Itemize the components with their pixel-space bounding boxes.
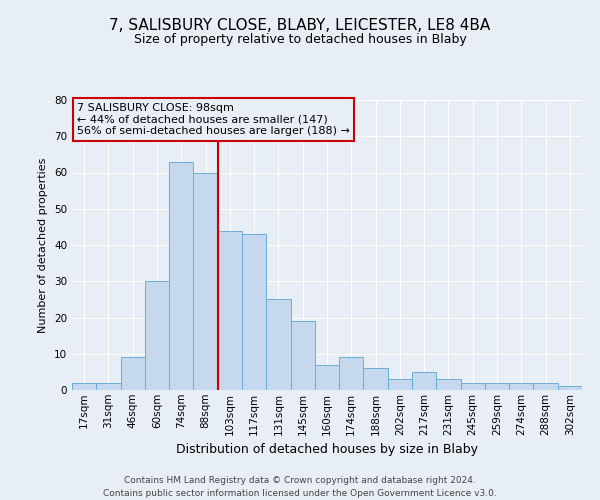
Bar [242,234,266,390]
Bar [412,372,436,390]
Bar [121,358,145,390]
Bar [145,281,169,390]
Bar [509,383,533,390]
Bar [169,162,193,390]
Bar [558,386,582,390]
Bar [364,368,388,390]
Text: 7 SALISBURY CLOSE: 98sqm
← 44% of detached houses are smaller (147)
56% of semi-: 7 SALISBURY CLOSE: 98sqm ← 44% of detach… [77,103,350,136]
Bar [193,172,218,390]
Bar [533,383,558,390]
Text: 7, SALISBURY CLOSE, BLABY, LEICESTER, LE8 4BA: 7, SALISBURY CLOSE, BLABY, LEICESTER, LE… [109,18,491,32]
Bar [315,364,339,390]
Text: Size of property relative to detached houses in Blaby: Size of property relative to detached ho… [134,32,466,46]
X-axis label: Distribution of detached houses by size in Blaby: Distribution of detached houses by size … [176,443,478,456]
Bar [461,383,485,390]
Bar [339,358,364,390]
Bar [485,383,509,390]
Bar [388,379,412,390]
Bar [96,383,121,390]
Bar [72,383,96,390]
Text: Contains HM Land Registry data © Crown copyright and database right 2024.
Contai: Contains HM Land Registry data © Crown c… [103,476,497,498]
Bar [436,379,461,390]
Bar [218,230,242,390]
Bar [290,321,315,390]
Bar [266,300,290,390]
Y-axis label: Number of detached properties: Number of detached properties [38,158,49,332]
